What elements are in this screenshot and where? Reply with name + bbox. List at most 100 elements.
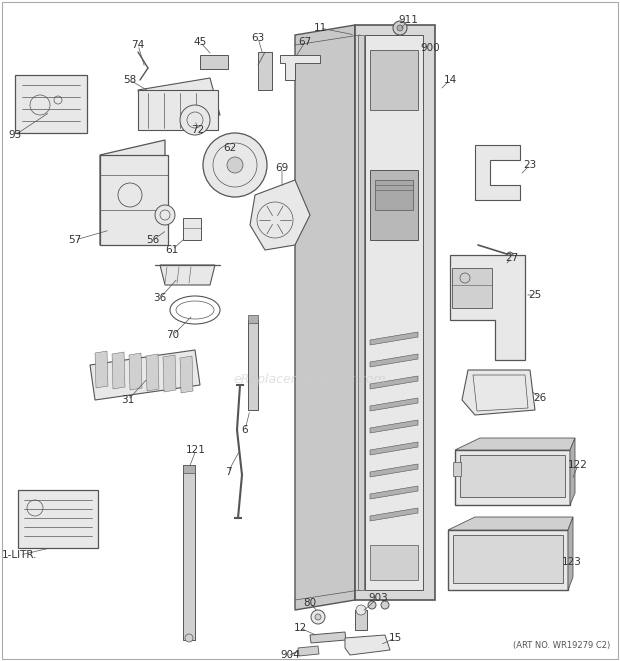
FancyBboxPatch shape bbox=[355, 610, 367, 630]
Polygon shape bbox=[370, 420, 418, 433]
Text: 69: 69 bbox=[275, 163, 289, 173]
Text: eReplacementParts.com: eReplacementParts.com bbox=[234, 373, 386, 387]
Text: 12: 12 bbox=[293, 623, 307, 633]
Circle shape bbox=[397, 25, 403, 31]
Polygon shape bbox=[129, 353, 142, 390]
FancyBboxPatch shape bbox=[370, 50, 418, 110]
Circle shape bbox=[507, 252, 513, 258]
Text: 122: 122 bbox=[568, 460, 588, 470]
Polygon shape bbox=[370, 442, 418, 455]
FancyBboxPatch shape bbox=[258, 52, 272, 90]
Circle shape bbox=[185, 634, 193, 642]
Circle shape bbox=[368, 601, 376, 609]
Polygon shape bbox=[90, 350, 200, 400]
Text: 14: 14 bbox=[443, 75, 456, 85]
Circle shape bbox=[393, 21, 407, 35]
Polygon shape bbox=[370, 354, 418, 367]
FancyBboxPatch shape bbox=[448, 530, 568, 590]
FancyBboxPatch shape bbox=[100, 155, 168, 245]
Text: 45: 45 bbox=[193, 37, 206, 47]
Polygon shape bbox=[163, 355, 176, 392]
Polygon shape bbox=[370, 398, 418, 411]
Text: 1-LITR.: 1-LITR. bbox=[2, 550, 38, 560]
Circle shape bbox=[227, 157, 243, 173]
Polygon shape bbox=[370, 464, 418, 477]
Text: 911: 911 bbox=[398, 15, 418, 25]
Polygon shape bbox=[450, 255, 525, 360]
Text: 900: 900 bbox=[420, 43, 440, 53]
Polygon shape bbox=[95, 351, 108, 388]
FancyBboxPatch shape bbox=[248, 315, 258, 323]
FancyBboxPatch shape bbox=[453, 535, 563, 583]
Text: 67: 67 bbox=[298, 37, 312, 47]
Text: 31: 31 bbox=[122, 395, 135, 405]
Text: (ART NO. WR19279 C2): (ART NO. WR19279 C2) bbox=[513, 641, 610, 650]
Polygon shape bbox=[295, 25, 355, 610]
Text: 63: 63 bbox=[251, 33, 265, 43]
FancyBboxPatch shape bbox=[358, 35, 364, 590]
Text: 62: 62 bbox=[223, 143, 237, 153]
FancyBboxPatch shape bbox=[138, 90, 218, 130]
Polygon shape bbox=[298, 646, 319, 656]
Text: 80: 80 bbox=[303, 598, 317, 608]
Text: 25: 25 bbox=[528, 290, 542, 300]
Text: 26: 26 bbox=[533, 393, 547, 403]
Text: 36: 36 bbox=[153, 293, 167, 303]
Polygon shape bbox=[138, 78, 220, 128]
Circle shape bbox=[381, 601, 389, 609]
Circle shape bbox=[356, 605, 366, 615]
Polygon shape bbox=[100, 140, 165, 245]
FancyBboxPatch shape bbox=[460, 455, 565, 497]
Polygon shape bbox=[345, 635, 390, 655]
Polygon shape bbox=[570, 438, 575, 505]
Circle shape bbox=[180, 105, 210, 135]
Text: 6: 6 bbox=[242, 425, 249, 435]
Polygon shape bbox=[250, 180, 310, 250]
Text: 61: 61 bbox=[166, 245, 179, 255]
Polygon shape bbox=[112, 352, 125, 389]
Circle shape bbox=[155, 205, 175, 225]
Polygon shape bbox=[448, 517, 573, 530]
FancyBboxPatch shape bbox=[355, 25, 435, 600]
FancyBboxPatch shape bbox=[452, 268, 492, 308]
Polygon shape bbox=[370, 376, 418, 389]
Polygon shape bbox=[568, 517, 573, 590]
Text: 23: 23 bbox=[523, 160, 537, 170]
Polygon shape bbox=[180, 356, 193, 393]
Circle shape bbox=[315, 614, 321, 620]
Text: 56: 56 bbox=[146, 235, 159, 245]
Text: 121: 121 bbox=[186, 445, 206, 455]
FancyBboxPatch shape bbox=[453, 462, 461, 476]
FancyBboxPatch shape bbox=[365, 35, 423, 590]
FancyBboxPatch shape bbox=[183, 465, 195, 473]
FancyBboxPatch shape bbox=[375, 180, 413, 210]
Text: 74: 74 bbox=[131, 40, 144, 50]
Polygon shape bbox=[280, 55, 320, 80]
Text: 58: 58 bbox=[123, 75, 136, 85]
Polygon shape bbox=[475, 145, 520, 200]
Text: 11: 11 bbox=[313, 23, 327, 33]
FancyBboxPatch shape bbox=[248, 320, 258, 410]
Text: 123: 123 bbox=[562, 557, 582, 567]
Text: 93: 93 bbox=[9, 130, 22, 140]
Text: 27: 27 bbox=[505, 253, 518, 263]
Text: 904: 904 bbox=[280, 650, 300, 660]
Polygon shape bbox=[455, 438, 575, 450]
Text: 72: 72 bbox=[192, 125, 205, 135]
FancyBboxPatch shape bbox=[183, 218, 201, 240]
Polygon shape bbox=[370, 332, 418, 345]
Circle shape bbox=[311, 610, 325, 624]
FancyBboxPatch shape bbox=[15, 75, 87, 133]
FancyBboxPatch shape bbox=[200, 55, 228, 69]
Polygon shape bbox=[370, 508, 418, 521]
FancyBboxPatch shape bbox=[18, 490, 98, 548]
Polygon shape bbox=[146, 354, 159, 391]
Text: 57: 57 bbox=[68, 235, 82, 245]
Polygon shape bbox=[462, 370, 535, 415]
Text: 15: 15 bbox=[388, 633, 402, 643]
FancyBboxPatch shape bbox=[455, 450, 570, 505]
FancyBboxPatch shape bbox=[183, 465, 195, 640]
Polygon shape bbox=[370, 486, 418, 499]
FancyBboxPatch shape bbox=[370, 545, 418, 580]
Polygon shape bbox=[310, 632, 346, 643]
